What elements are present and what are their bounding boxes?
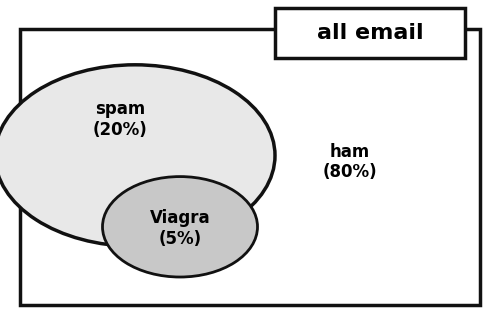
Text: ham
(80%): ham (80%) (322, 143, 378, 181)
Bar (275, 8, 465, 58)
Text: spam
(20%): spam (20%) (92, 100, 148, 139)
Circle shape (102, 177, 258, 277)
Bar (20, 29, 480, 305)
Text: Viagra
(5%): Viagra (5%) (150, 209, 210, 248)
Circle shape (0, 65, 275, 246)
Text: all email: all email (316, 23, 424, 43)
